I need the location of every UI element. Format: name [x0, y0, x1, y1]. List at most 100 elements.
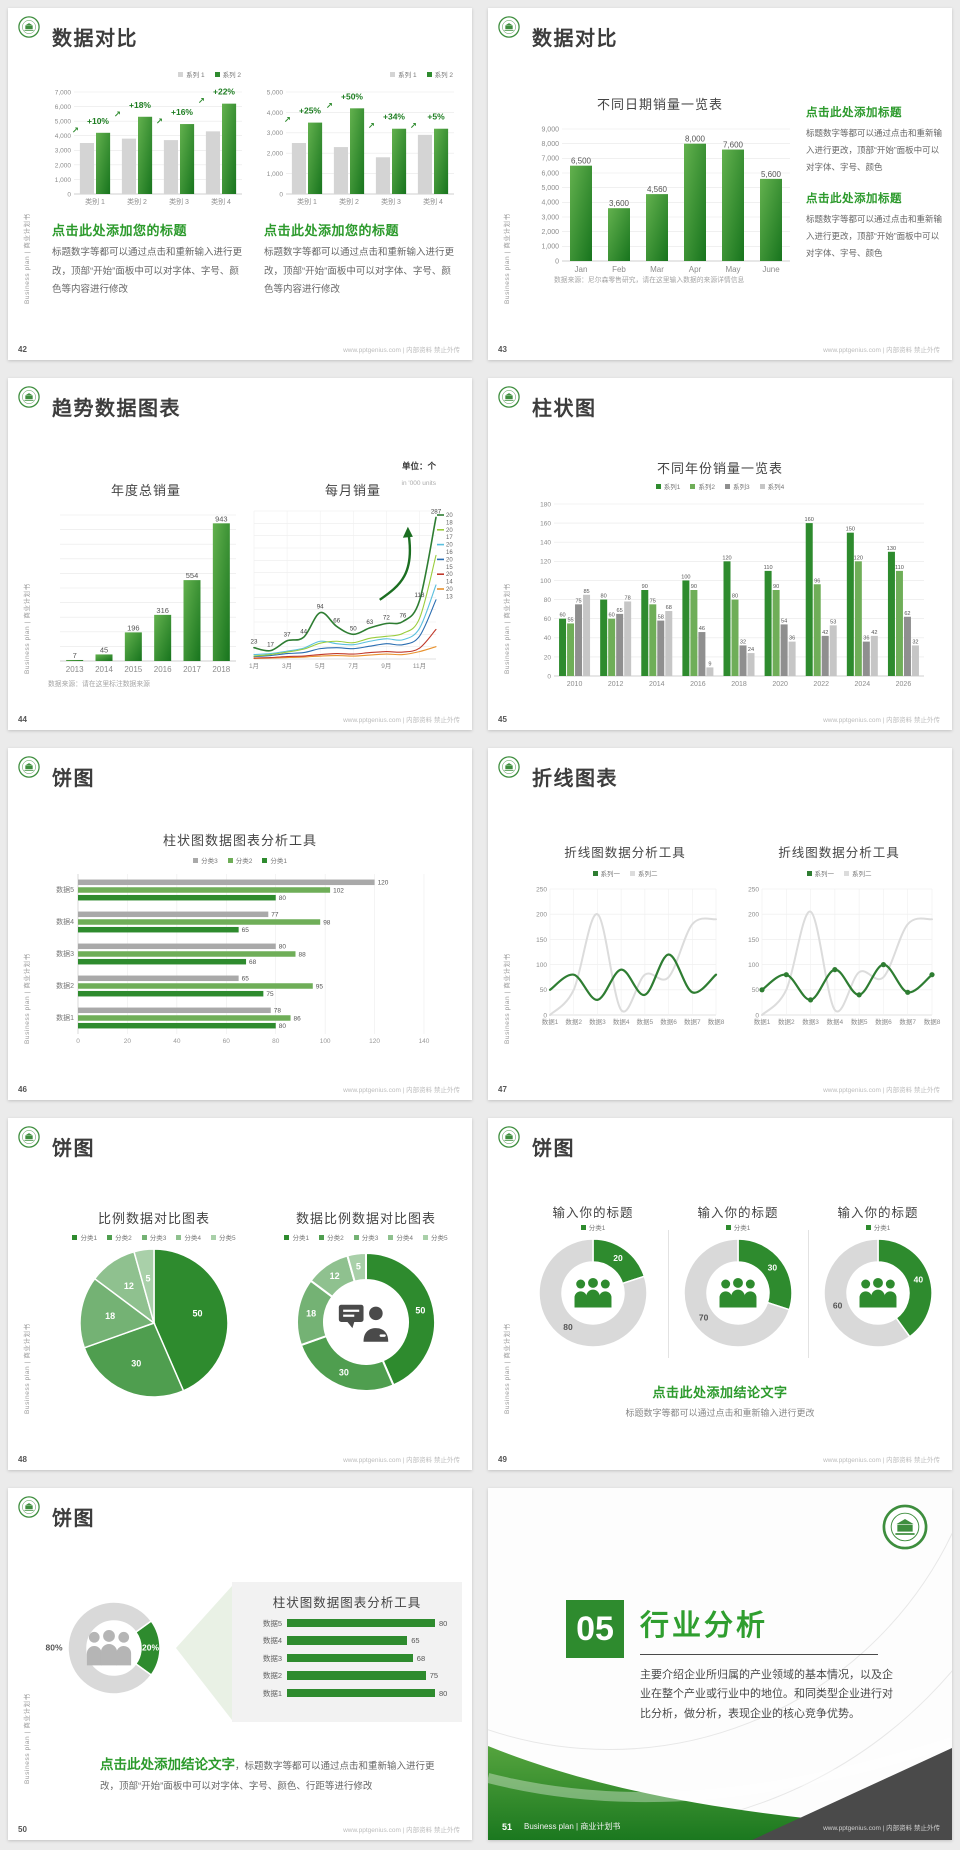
grouped-bar-chart: 0 1,000 2,000 3,000 4,000 5,000 6,000 7,000 类别 1… [44, 80, 246, 208]
slide-47[interactable]: Business plan | 商业计划书 折线图表 折线图数据分析工具 系列一… [488, 748, 952, 1100]
column-divider [808, 1230, 809, 1358]
legend-item: 系列2 [690, 481, 715, 491]
svg-text:数据6: 数据6 [660, 1017, 677, 1026]
svg-text:5,000: 5,000 [267, 89, 284, 96]
svg-text:数据5: 数据5 [56, 885, 74, 894]
donut-chart: 40 60 [822, 1237, 934, 1349]
svg-text:Mar: Mar [650, 265, 664, 274]
svg-text:65: 65 [242, 976, 250, 983]
svg-text:196: 196 [127, 623, 140, 632]
page-number: 43 [498, 345, 507, 354]
svg-text:数据6: 数据6 [875, 1017, 892, 1026]
svg-text:77: 77 [271, 912, 279, 919]
legend-item: 分类1 [72, 1232, 97, 1242]
svg-text:100: 100 [320, 1038, 331, 1045]
svg-text:7,000: 7,000 [541, 156, 559, 163]
page-title: 饼图 [532, 1138, 575, 1160]
svg-text:75: 75 [650, 598, 656, 604]
svg-text:36: 36 [789, 636, 795, 642]
page-title: 数据对比 [532, 28, 618, 50]
svg-text:数据1: 数据1 [56, 1013, 74, 1022]
svg-text:20: 20 [446, 513, 453, 519]
svg-text:3,000: 3,000 [267, 130, 284, 137]
svg-text:17: 17 [267, 642, 274, 649]
svg-text:+10%: +10% [87, 116, 109, 126]
sidebar-watermark: Business plan | 商业计划书 [24, 1323, 31, 1414]
svg-text:数据2: 数据2 [56, 981, 74, 990]
svg-text:1月: 1月 [249, 662, 259, 670]
svg-text:200: 200 [748, 912, 759, 919]
block-heading: 点击此处添加标题 [806, 193, 902, 205]
svg-text:8,000: 8,000 [541, 141, 559, 148]
svg-text:118: 118 [415, 592, 425, 599]
chart-title: 折线图数据分析工具 [564, 846, 686, 860]
unit-sublabel: in '000 units [401, 480, 437, 487]
legend-item: 分类5 [422, 1232, 448, 1242]
panel-bar-row: 数据5 80 [262, 1618, 448, 1628]
svg-text:↗: ↗ [72, 125, 79, 135]
svg-text:数据3: 数据3 [589, 1017, 606, 1026]
svg-text:2,000: 2,000 [541, 229, 559, 236]
slide-44[interactable]: Business plan | 商业计划书 趋势数据图表 单位：个 in '00… [8, 378, 472, 730]
legend-item: 系列 1 [178, 69, 205, 79]
svg-text:20%: 20% [142, 1643, 159, 1653]
brand-logo-icon [18, 16, 40, 38]
svg-text:数据5: 数据5 [637, 1017, 654, 1026]
panel-bar-row: 数据1 80 [262, 1688, 448, 1698]
svg-text:2012: 2012 [608, 681, 624, 688]
conclusion-body: ，标题数字等都可以通过点击和重新输入进行更改，顶部“开始”面板中可以对字体、字号… [100, 1760, 435, 1792]
panel-bar-row: 数据2 75 [262, 1671, 439, 1680]
slide-49[interactable]: Business plan | 商业计划书 饼图 输入你的标题 分类1 20 80… [488, 1118, 952, 1470]
svg-text:类别 3: 类别 3 [381, 197, 401, 206]
svg-text:↗: ↗ [284, 115, 291, 125]
svg-text:数据3: 数据3 [56, 949, 74, 958]
svg-text:5: 5 [145, 1274, 150, 1284]
legend-item: 系列二 [630, 868, 658, 878]
chart-legend: 分类1 [810, 1221, 946, 1233]
block-body: 标题数字等都可以通过点击和重新输入进行更改，顶部“开始”面板中可以对字体、字号、… [806, 214, 943, 258]
legend-item: 分类1 [284, 1232, 309, 1242]
legend-item: 系列 2 [214, 69, 241, 79]
svg-text:37: 37 [284, 632, 291, 639]
svg-text:98: 98 [323, 919, 331, 926]
slide-46[interactable]: Business plan | 商业计划书 饼图 柱状图数据图表分析工具 分类3… [8, 748, 472, 1100]
svg-text:7月: 7月 [348, 662, 358, 670]
slide-42[interactable]: Business plan | 商业计划书 数据对比 系列 1 系列 2 0 1,0… [8, 8, 472, 360]
svg-text:68: 68 [666, 605, 672, 611]
svg-text:63: 63 [366, 619, 373, 626]
svg-text:14: 14 [446, 580, 453, 586]
slide-45[interactable]: Business plan | 商业计划书 柱状图 不同年份销量一览表 系列1 系… [488, 378, 952, 730]
footer-url: www.pptgenius.com | 内部资料 禁止外传 [823, 1087, 940, 1094]
slide-50[interactable]: Business plan | 商业计划书 饼图 20% 80% 柱状图数据图表分… [8, 1488, 472, 1840]
page-number: 49 [498, 1455, 507, 1464]
svg-text:160: 160 [540, 521, 551, 528]
slide-43[interactable]: Business plan | 商业计划书 数据对比 不同日期销量一览表 0 1,… [488, 8, 952, 360]
svg-text:140: 140 [540, 540, 551, 547]
svg-text:250: 250 [536, 886, 547, 893]
slide-51[interactable]: 05 行业分析 主要介绍企业所归属的产业领域的基本情况，以及企业在整个产业或行业… [488, 1488, 952, 1840]
legend-item: 系列二 [844, 868, 872, 878]
svg-text:May: May [725, 265, 740, 274]
brand-logo-icon [18, 386, 40, 408]
legend-item: 系列一 [806, 868, 834, 878]
svg-text:58: 58 [658, 615, 664, 621]
chart-legend: 分类1 分类2 分类3 分类4 分类5 [44, 1231, 264, 1243]
svg-text:数据1: 数据1 [542, 1017, 559, 1026]
svg-text:62: 62 [904, 611, 910, 617]
slide-48[interactable]: Business plan | 商业计划书 饼图 比例数据对比图表 分类1 分类2… [8, 1118, 472, 1470]
donut-chart: 50 30 18 12 5 [295, 1251, 437, 1393]
svg-text:18: 18 [306, 1308, 316, 1318]
footer-label: Business plan | 商业计划书 [524, 1822, 621, 1831]
svg-text:2026: 2026 [896, 681, 912, 688]
svg-text:2022: 2022 [813, 681, 829, 688]
brand-logo-icon [498, 16, 520, 38]
svg-text:120: 120 [378, 880, 389, 887]
svg-text:Jan: Jan [575, 265, 588, 274]
svg-text:数据4: 数据4 [613, 1017, 630, 1026]
brand-logo-icon [498, 1126, 520, 1148]
svg-text:18: 18 [105, 1311, 115, 1321]
svg-text:50: 50 [540, 987, 548, 994]
chart-legend: 系列一 系列二 [524, 867, 726, 879]
svg-text:100: 100 [748, 962, 759, 969]
